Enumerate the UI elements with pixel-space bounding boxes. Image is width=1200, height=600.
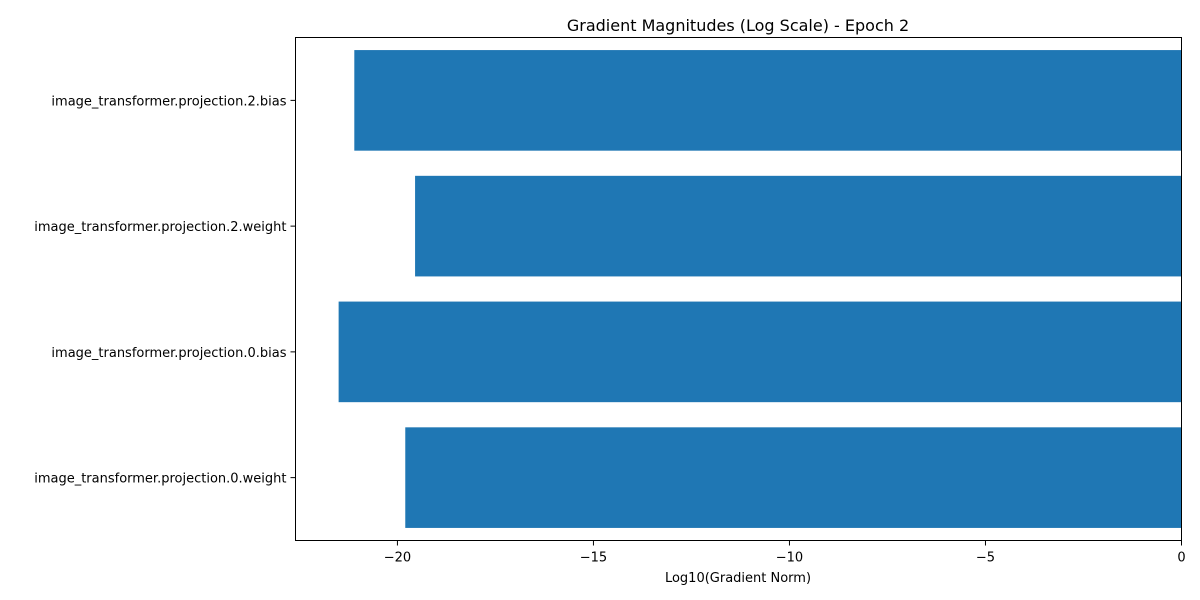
chart-title: Gradient Magnitudes (Log Scale) - Epoch … <box>567 16 909 35</box>
y-tick-label: image_transformer.projection.0.bias <box>51 346 286 361</box>
x-tick-label: −10 <box>776 551 803 566</box>
y-tick-label: image_transformer.projection.0.weight <box>34 472 286 487</box>
x-tick-label: −15 <box>580 551 607 566</box>
x-tick-label: −5 <box>976 551 995 566</box>
y-tick-label: image_transformer.projection.2.weight <box>34 220 286 235</box>
bar-2 <box>338 301 1182 403</box>
bar-1 <box>415 175 1182 277</box>
y-tick-label: image_transformer.projection.2.bias <box>51 94 286 109</box>
bars-layer <box>338 50 1182 528</box>
x-axis-label: Log10(Gradient Norm) <box>665 571 811 586</box>
x-tick-label: −20 <box>384 551 411 566</box>
plot-frame <box>295 37 1182 541</box>
bar-3 <box>405 427 1182 528</box>
bar-0 <box>354 50 1182 151</box>
x-tick-label: 0 <box>1177 551 1185 566</box>
y-axis-ticks: image_transformer.projection.2.biasimage… <box>34 94 296 487</box>
x-axis-ticks: −20 −15 −10 −5 0 <box>384 540 1186 566</box>
